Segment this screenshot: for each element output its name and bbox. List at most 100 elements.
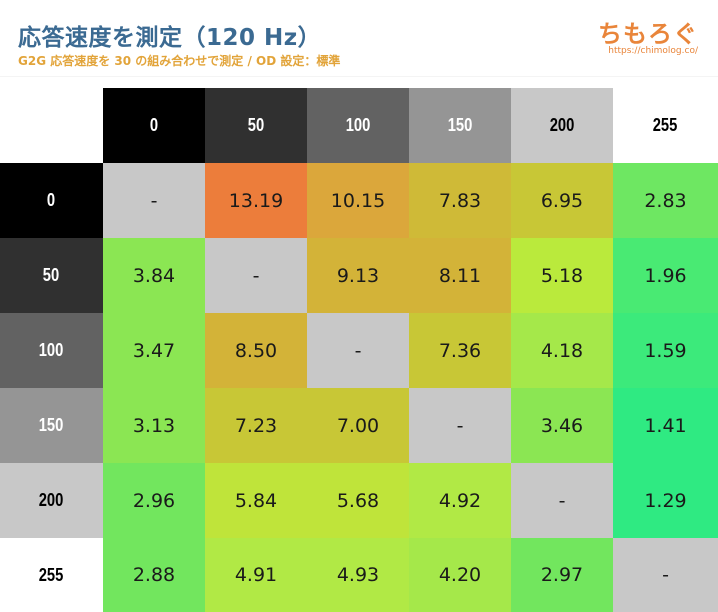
heatmap-cell: 7.83 xyxy=(409,163,511,238)
heatmap-cell-label: 2.83 xyxy=(644,189,687,212)
heatmap-cell: 2.97 xyxy=(511,538,613,612)
heatmap-cell-label: 7.83 xyxy=(438,189,482,212)
heatmap-cell-label: 13.19 xyxy=(228,189,284,212)
heatmap-cell-label: - xyxy=(558,489,566,512)
heatmap-cell-label: 7.00 xyxy=(336,414,380,437)
heatmap-cell-label: 2.88 xyxy=(132,564,176,586)
heatmap-cell: 4.91 xyxy=(205,538,307,612)
heatmap-cell: 5.18 xyxy=(511,238,613,313)
heatmap-cell-label: - xyxy=(354,339,362,362)
heatmap-cell: 2.96 xyxy=(103,463,205,538)
heatmap-cell: 8.50 xyxy=(205,313,307,388)
heatmap-cell-label: 1.96 xyxy=(644,264,687,287)
heatmap-cell-label: 9.13 xyxy=(336,264,380,287)
heatmap-cell: 10.15 xyxy=(307,163,409,238)
header-divider xyxy=(0,76,718,77)
heatmap-cell-label: 4.92 xyxy=(438,489,482,512)
heatmap-cell: - xyxy=(307,313,409,388)
column-header: 255 xyxy=(613,88,718,163)
heatmap-cell: 2.88 xyxy=(103,538,205,612)
heatmap-cell-label: 3.13 xyxy=(132,414,176,437)
chart-subtitle: G2G 応答速度を 30 の組み合わせで測定 / OD 設定：標準 xyxy=(18,54,341,68)
logo-url: https://chimolog.co/ xyxy=(608,46,698,56)
heatmap-cell-label: 3.84 xyxy=(132,264,176,287)
heatmap-cell: 7.00 xyxy=(307,388,409,463)
heatmap-cell-label: 4.20 xyxy=(438,564,482,586)
row-header: 0 xyxy=(0,163,103,238)
heatmap-cell: 6.95 xyxy=(511,163,613,238)
heatmap-cell-label: 10.15 xyxy=(330,189,386,212)
column-header: 200 xyxy=(511,88,613,163)
row-header-label: 255 xyxy=(39,564,64,585)
row-header-label: 150 xyxy=(39,415,64,435)
heatmap-cell: 8.11 xyxy=(409,238,511,313)
heatmap-cell: 4.18 xyxy=(511,313,613,388)
column-header-label: 0 xyxy=(149,115,159,135)
heatmap-cell-label: 2.96 xyxy=(132,489,176,512)
heatmap-cell-label: - xyxy=(252,264,260,287)
row-header: 200 xyxy=(0,463,103,538)
row-header: 150 xyxy=(0,388,103,463)
heatmap-cell: 2.83 xyxy=(613,163,718,238)
heatmap-cell-label: 8.50 xyxy=(234,339,278,362)
heatmap-cell: 4.93 xyxy=(307,538,409,612)
heatmap-cell: 1.41 xyxy=(613,388,718,463)
heatmap-cell-label: 4.93 xyxy=(336,564,380,586)
row-header: 100 xyxy=(0,313,103,388)
heatmap-cell-label: - xyxy=(150,189,158,212)
row-header: 50 xyxy=(0,238,103,313)
heatmap-cell: 13.19 xyxy=(205,163,307,238)
heatmap-cell-label: 4.91 xyxy=(234,564,278,586)
row-header-label: 0 xyxy=(47,190,56,210)
heatmap-cell: 3.46 xyxy=(511,388,613,463)
heatmap-cell: 5.68 xyxy=(307,463,409,538)
heatmap-cell-label: 7.23 xyxy=(234,414,278,437)
column-header-label: 255 xyxy=(653,115,678,135)
heatmap-cell-label: 5.84 xyxy=(234,489,278,512)
heatmap-cell-label: 8.11 xyxy=(438,264,482,287)
column-header-label: 150 xyxy=(447,115,473,135)
row-header: 255 xyxy=(0,538,103,612)
heatmap-cell-label: 1.41 xyxy=(644,414,687,437)
heatmap-cell: 1.96 xyxy=(613,238,718,313)
column-header: 50 xyxy=(205,88,307,163)
logo-text: ちもろぐ xyxy=(598,20,698,48)
corner-cell xyxy=(0,88,103,163)
heatmap-cell: - xyxy=(511,463,613,538)
heatmap-cell-label: 2.97 xyxy=(540,564,584,586)
heatmap-cell: 3.47 xyxy=(103,313,205,388)
site-logo[interactable]: ちもろぐ https://chimolog.co/ xyxy=(596,10,708,56)
heatmap-cell: - xyxy=(409,388,511,463)
heatmap-cell-label: 5.18 xyxy=(540,264,584,287)
heatmap-cell-label: 6.95 xyxy=(540,189,584,212)
heatmap-cell-label: 3.46 xyxy=(540,414,584,437)
chart-title: 応答速度を測定（120 Hz） xyxy=(18,25,322,51)
heatmap-cell: - xyxy=(205,238,307,313)
heatmap-cell-label: 4.18 xyxy=(540,339,584,362)
column-header-label: 200 xyxy=(549,115,575,135)
heatmap-cell: 7.23 xyxy=(205,388,307,463)
column-header-label: 100 xyxy=(345,115,371,135)
heatmap-cell: 1.59 xyxy=(613,313,718,388)
heatmap-cell: - xyxy=(613,538,718,612)
heatmap-cell-label: 7.36 xyxy=(438,339,482,362)
heatmap-cell: 7.36 xyxy=(409,313,511,388)
column-header: 100 xyxy=(307,88,409,163)
column-header-label: 50 xyxy=(247,115,265,135)
heatmap-cell-label: 1.59 xyxy=(644,339,687,362)
heatmap-cell-label: 1.29 xyxy=(644,489,687,512)
heatmap-cell-label: 3.47 xyxy=(132,339,176,362)
heatmap-cell: 4.20 xyxy=(409,538,511,612)
heatmap-cell: 3.13 xyxy=(103,388,205,463)
heatmap-cell-label: - xyxy=(662,564,669,586)
column-header: 150 xyxy=(409,88,511,163)
heatmap-cell: 5.84 xyxy=(205,463,307,538)
heatmap-cell: 1.29 xyxy=(613,463,718,538)
row-header-label: 200 xyxy=(39,490,64,510)
heatmap-cell: 3.84 xyxy=(103,238,205,313)
heatmap-cell-label: 5.68 xyxy=(336,489,380,512)
column-header: 0 xyxy=(103,88,205,163)
heatmap-cell: 9.13 xyxy=(307,238,409,313)
row-header-label: 50 xyxy=(43,265,60,285)
heatmap-cell: - xyxy=(103,163,205,238)
